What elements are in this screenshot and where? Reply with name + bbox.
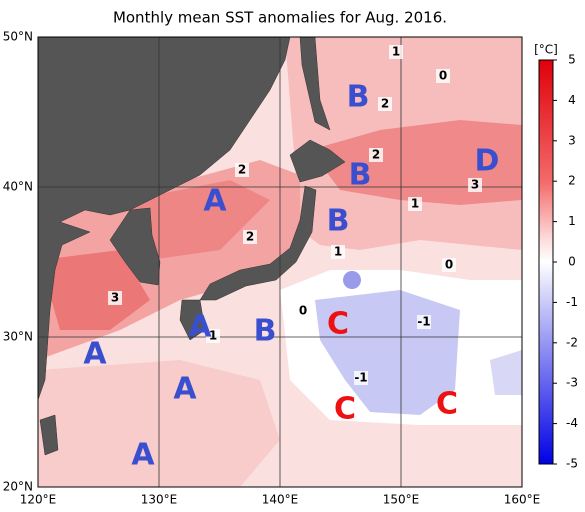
contour-label: 3 (471, 178, 479, 192)
contour-label: 1 (411, 197, 419, 211)
contour-label-bg (436, 69, 450, 83)
region-label: B (347, 80, 370, 115)
colorbar-label: 3 (568, 133, 576, 147)
region-label: B (349, 158, 372, 193)
colorbar-label: 4 (568, 93, 576, 107)
lat-label: 40°N (3, 180, 33, 194)
contour-label: 2 (372, 148, 380, 162)
colorbar-label: 5 (568, 53, 576, 67)
region-label: B (254, 314, 277, 349)
region-label: A (188, 310, 212, 345)
contour-label-bg (296, 304, 310, 318)
contour-label-bg (378, 97, 392, 111)
lat-label: 50°N (3, 30, 33, 44)
colorbar (538, 59, 554, 465)
contour-label: -1 (354, 371, 367, 385)
colorbar-label: -1 (566, 295, 578, 309)
contour-label: -1 (417, 315, 430, 329)
contour-label-bg (206, 329, 220, 343)
contour-label-bg (417, 315, 431, 329)
colorbar-label: -5 (566, 457, 578, 471)
lon-label: 130°E (141, 493, 178, 507)
contour-label-bg (468, 178, 482, 192)
region-label: A (173, 372, 197, 407)
colorbar-label: 0 (568, 255, 576, 269)
region-label: A (203, 184, 227, 219)
contour-label-bg (389, 45, 403, 59)
region-label: C (327, 307, 349, 342)
land (38, 37, 346, 456)
contour-label: 0 (439, 69, 447, 83)
graticule (38, 37, 522, 487)
contour-label-bg (354, 371, 368, 385)
lon-label: 160°E (504, 493, 541, 507)
contour-label: 2 (246, 230, 254, 244)
title: Monthly mean SST anomalies for Aug. 2016… (113, 9, 447, 27)
colorbar-label: -4 (566, 416, 578, 430)
contour-label-bg (243, 230, 257, 244)
lon-label: 120°E (20, 493, 57, 507)
contour-label: 0 (445, 258, 453, 272)
contour-label: 1 (209, 329, 217, 343)
region-label: A (131, 438, 155, 473)
contour-label: 2 (381, 97, 389, 111)
lat-label: 20°N (3, 480, 33, 494)
colorbar-label: -2 (566, 335, 578, 349)
contour-label-bg (235, 163, 249, 177)
region-label: C (436, 387, 458, 422)
contour-label-bg (442, 258, 456, 272)
region-label: C (334, 392, 356, 427)
contour-label: 0 (299, 304, 307, 318)
contour-label: 1 (334, 245, 342, 259)
contour-label: 1 (392, 45, 400, 59)
colorbar-label: 1 (568, 214, 576, 228)
contour-label-bg (331, 245, 345, 259)
unit-label: [°C] (534, 43, 558, 57)
contour-label: 3 (111, 291, 119, 305)
colorbar-label: 2 (568, 174, 576, 188)
lon-label: 150°E (383, 493, 420, 507)
colorbar-label: -3 (566, 376, 578, 390)
contour-label-bg (408, 197, 422, 211)
region-label: B (327, 204, 350, 239)
contour-label-bg (108, 291, 122, 305)
map-frame (37, 36, 523, 488)
lat-label: 30°N (3, 330, 33, 344)
lon-label: 140°E (262, 493, 299, 507)
region-label: D (475, 144, 500, 179)
contour-label: 2 (238, 163, 246, 177)
region-label: A (83, 337, 107, 372)
contour-label-bg (369, 148, 383, 162)
